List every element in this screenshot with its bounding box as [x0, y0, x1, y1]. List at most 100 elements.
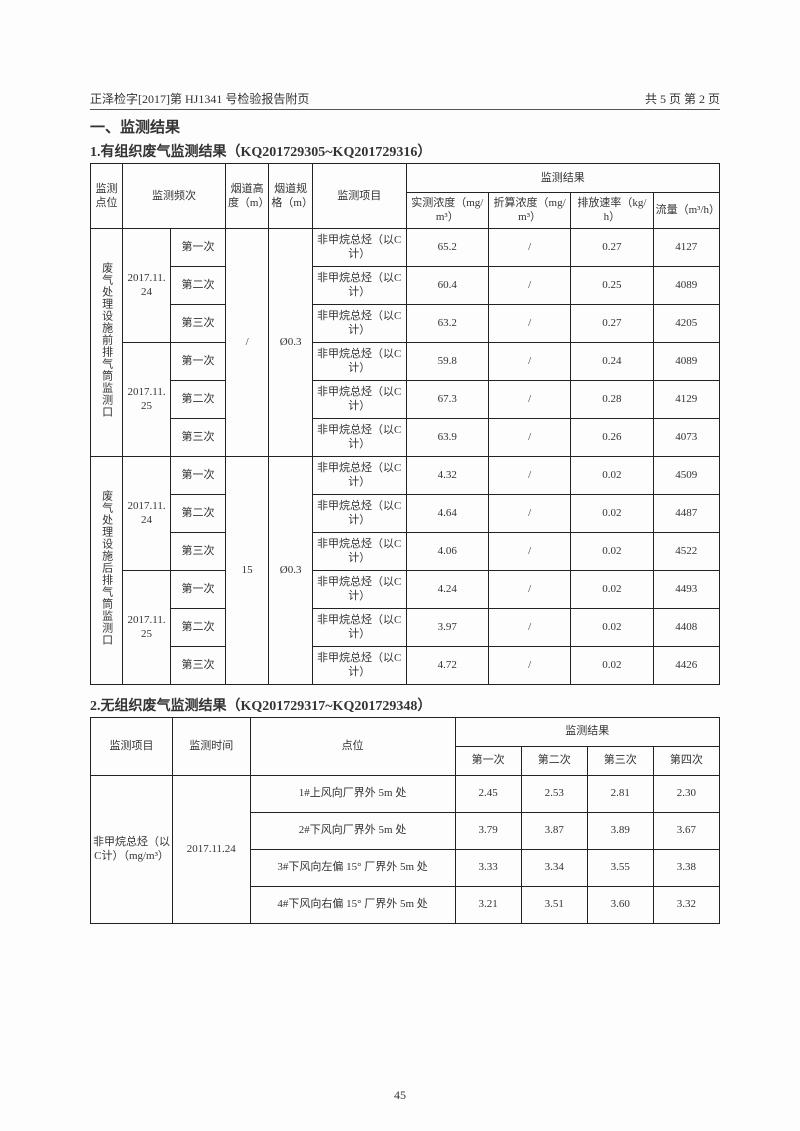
- cell-val: 4.06: [406, 532, 488, 570]
- cell-freq: 第二次: [171, 380, 226, 418]
- cell-item: 非甲烷总烃（以C计）: [312, 608, 406, 646]
- cell-freq: 第二次: [171, 494, 226, 532]
- cell-item: 非甲烷总烃（以C计）（mg/m³）: [91, 775, 173, 923]
- cell-val: /: [488, 532, 570, 570]
- cell-spec: Ø0.3: [269, 456, 312, 684]
- cell-val: 0.25: [571, 266, 653, 304]
- cell-freq: 第一次: [171, 342, 226, 380]
- cell-val: 3.32: [653, 886, 719, 923]
- cell-val: /: [488, 266, 570, 304]
- table-row: 第二次 非甲烷总烃（以C计） 3.97 / 0.02 4408: [91, 608, 720, 646]
- table-row: 2017.11.25 第一次 非甲烷总烃（以C计） 4.24 / 0.02 44…: [91, 570, 720, 608]
- cell-val: 4.72: [406, 646, 488, 684]
- table-row: 第三次 非甲烷总烃（以C计） 63.2 / 0.27 4205: [91, 304, 720, 342]
- th-location: 监测点位: [91, 164, 123, 229]
- th-height: 烟道高度（m）: [225, 164, 268, 229]
- table-row: 第二次 非甲烷总烃（以C计） 4.64 / 0.02 4487: [91, 494, 720, 532]
- cell-val: 3.21: [455, 886, 521, 923]
- cell-val: 4127: [653, 228, 719, 266]
- cell-val: /: [488, 380, 570, 418]
- th-spec: 烟道规格（m）: [269, 164, 312, 229]
- cell-val: 0.02: [571, 456, 653, 494]
- cell-val: /: [488, 646, 570, 684]
- cell-val: 4487: [653, 494, 719, 532]
- cell-val: /: [488, 342, 570, 380]
- cell-location-1: 废气处理设施前排气筒监测口: [91, 228, 123, 456]
- cell-item: 非甲烷总烃（以C计）: [312, 532, 406, 570]
- cell-val: 3.67: [653, 812, 719, 849]
- cell-item: 非甲烷总烃（以C计）: [312, 646, 406, 684]
- table-row: 非甲烷总烃（以C计）（mg/m³） 2017.11.24 1#上风向厂界外 5m…: [91, 775, 720, 812]
- cell-item: 非甲烷总烃（以C计）: [312, 266, 406, 304]
- sub-title-2: 2.无组织废气监测结果（KQ201729317~KQ201729348）: [90, 695, 720, 715]
- table-header-row: 监测点位 监测频次 烟道高度（m） 烟道规格（m） 监测项目 监测结果: [91, 164, 720, 193]
- cell-val: 4205: [653, 304, 719, 342]
- cell-val: 65.2: [406, 228, 488, 266]
- cell-val: 4509: [653, 456, 719, 494]
- page-header: 正泽检字[2017]第 HJ1341 号检验报告附页 共 5 页 第 2 页: [90, 90, 720, 110]
- cell-item: 非甲烷总烃（以C计）: [312, 380, 406, 418]
- th-result: 监测结果: [406, 164, 719, 193]
- cell-val: 0.02: [571, 570, 653, 608]
- cell-val: 3.79: [455, 812, 521, 849]
- cell-val: 3.60: [587, 886, 653, 923]
- cell-val: 4522: [653, 532, 719, 570]
- cell-val: 3.97: [406, 608, 488, 646]
- cell-val: 59.8: [406, 342, 488, 380]
- table-row: 废气处理设施后排气筒监测口 2017.11.24 第一次 15 Ø0.3 非甲烷…: [91, 456, 720, 494]
- cell-val: 60.4: [406, 266, 488, 304]
- cell-loc: 2#下风向厂界外 5m 处: [250, 812, 455, 849]
- cell-val: 4493: [653, 570, 719, 608]
- cell-val: 4089: [653, 266, 719, 304]
- th-3: 第三次: [587, 746, 653, 775]
- table-row: 第二次 非甲烷总烃（以C计） 67.3 / 0.28 4129: [91, 380, 720, 418]
- cell-val: /: [488, 570, 570, 608]
- cell-val: 0.02: [571, 608, 653, 646]
- table-row: 第三次 非甲烷总烃（以C计） 63.9 / 0.26 4073: [91, 418, 720, 456]
- cell-val: 0.02: [571, 646, 653, 684]
- cell-date: 2017.11.25: [123, 570, 171, 684]
- cell-item: 非甲烷总烃（以C计）: [312, 418, 406, 456]
- cell-val: 0.02: [571, 494, 653, 532]
- cell-val: 3.34: [521, 849, 587, 886]
- cell-freq: 第一次: [171, 570, 226, 608]
- cell-val: 4408: [653, 608, 719, 646]
- cell-freq: 第二次: [171, 608, 226, 646]
- cell-val: 4.64: [406, 494, 488, 532]
- th-loc: 点位: [250, 717, 455, 775]
- cell-val: 4426: [653, 646, 719, 684]
- th-4: 第四次: [653, 746, 719, 775]
- cell-val: 2.53: [521, 775, 587, 812]
- cell-val: 3.38: [653, 849, 719, 886]
- cell-val: /: [488, 418, 570, 456]
- cell-date: 2017.11.24: [123, 228, 171, 342]
- cell-val: 63.9: [406, 418, 488, 456]
- cell-freq: 第三次: [171, 418, 226, 456]
- page: 正泽检字[2017]第 HJ1341 号检验报告附页 共 5 页 第 2 页 一…: [0, 0, 800, 1131]
- cell-val: 3.51: [521, 886, 587, 923]
- cell-freq: 第二次: [171, 266, 226, 304]
- cell-val: /: [488, 228, 570, 266]
- cell-val: 4.32: [406, 456, 488, 494]
- cell-val: 2.81: [587, 775, 653, 812]
- table-row: 第三次 非甲烷总烃（以C计） 4.06 / 0.02 4522: [91, 532, 720, 570]
- cell-val: 4.24: [406, 570, 488, 608]
- cell-val: 0.02: [571, 532, 653, 570]
- cell-freq: 第三次: [171, 304, 226, 342]
- th-rate: 排放速率（kg/h）: [571, 193, 653, 229]
- cell-freq: 第一次: [171, 456, 226, 494]
- table-row: 废气处理设施前排气筒监测口 2017.11.24 第一次 / Ø0.3 非甲烷总…: [91, 228, 720, 266]
- cell-val: 0.28: [571, 380, 653, 418]
- cell-freq: 第三次: [171, 532, 226, 570]
- th-freq: 监测频次: [123, 164, 226, 229]
- cell-freq: 第一次: [171, 228, 226, 266]
- th-result: 监测结果: [455, 717, 719, 746]
- table-row: 第二次 非甲烷总烃（以C计） 60.4 / 0.25 4089: [91, 266, 720, 304]
- cell-val: 0.27: [571, 304, 653, 342]
- cell-loc: 1#上风向厂界外 5m 处: [250, 775, 455, 812]
- th-item: 监测项目: [312, 164, 406, 229]
- sub-title-1: 1.有组织废气监测结果（KQ201729305~KQ201729316）: [90, 141, 720, 161]
- cell-height: 15: [225, 456, 268, 684]
- th-time: 监测时间: [173, 717, 250, 775]
- cell-item: 非甲烷总烃（以C计）: [312, 304, 406, 342]
